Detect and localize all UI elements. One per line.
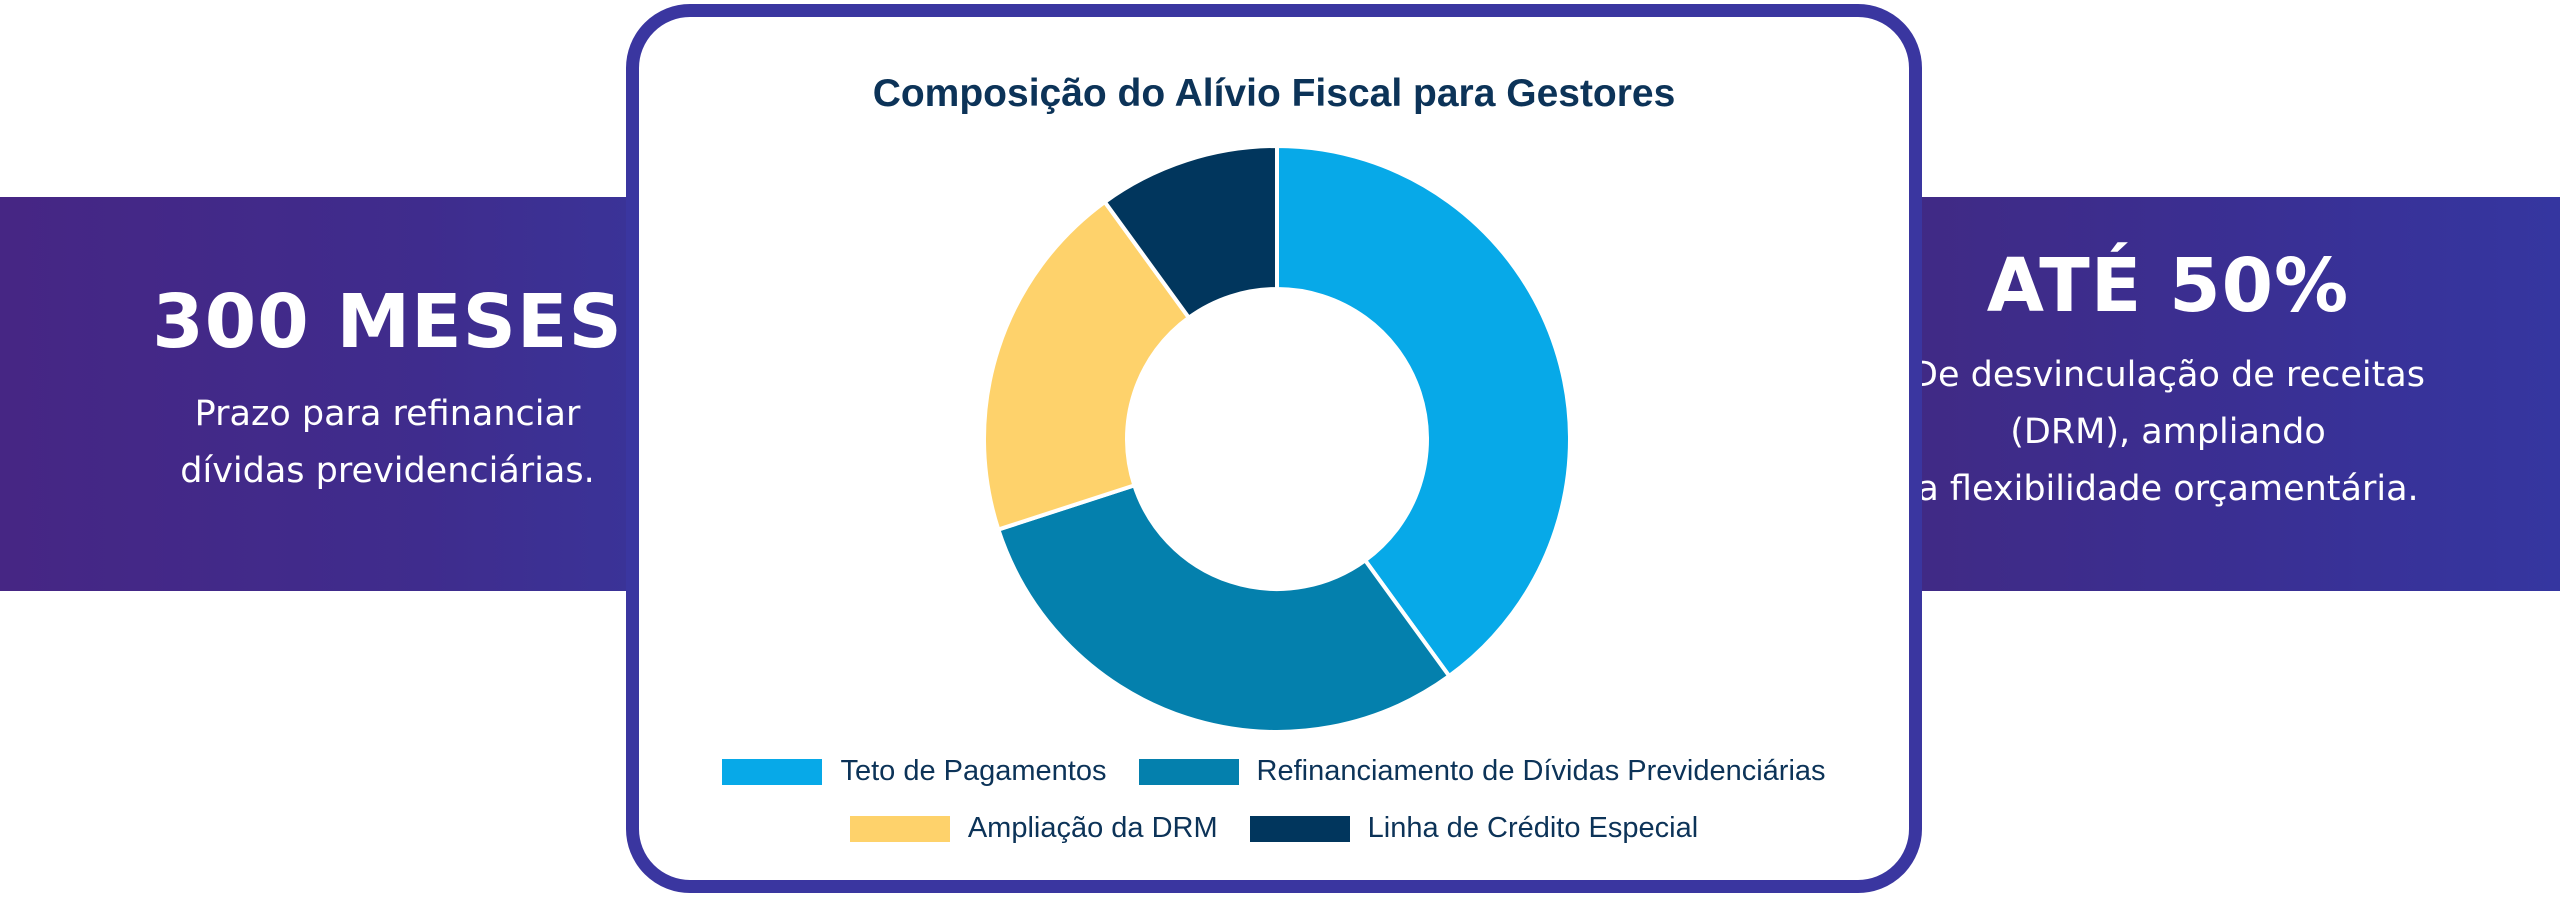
- legend-item-credito: Linha de Crédito Especial: [1249, 812, 1699, 845]
- legend-item-teto: Teto de Pagamentos: [722, 755, 1107, 788]
- legend-swatch-credito: [1249, 815, 1350, 842]
- right-headline: ATÉ 50%: [1986, 242, 2350, 329]
- left-description-line-2: dívidas previdenciárias.: [180, 450, 595, 491]
- donut-slice-drm: [982, 199, 1192, 533]
- legend-label-teto: Teto de Pagamentos: [840, 755, 1107, 787]
- donut-slice-teto: [1275, 143, 1572, 679]
- legend-label-credito: Linha de Crédito Especial: [1367, 812, 1699, 844]
- legend-label-refinanciamento: Refinanciamento de Dívidas Previdenciári…: [1256, 755, 1826, 787]
- left-headline: 300 MESES: [152, 279, 623, 366]
- right-description-line-2: (DRM), ampliando: [2010, 412, 2326, 453]
- left-description-line-1: Prazo para refinanciar: [194, 393, 581, 434]
- legend-row-2: Ampliação da DRM Linha de Crédito Especi…: [639, 812, 1909, 845]
- legend-label-drm: Ampliação da DRM: [967, 812, 1218, 844]
- right-description-line-1: De desvinculação de receitas: [1911, 355, 2425, 396]
- right-description-line-3: a flexibilidade orçamentária.: [1917, 469, 2419, 510]
- legend-swatch-teto: [722, 758, 823, 785]
- donut-slice-credito: [1101, 143, 1279, 321]
- legend-item-drm: Ampliação da DRM: [849, 812, 1218, 845]
- chart-card: Composição do Alívio Fiscal para Gestore…: [626, 4, 1922, 893]
- legend-item-refinanciamento: Refinanciamento de Dívidas Previdenciári…: [1138, 755, 1826, 788]
- legend-row-1: Teto de Pagamentos Refinanciamento de Dí…: [639, 755, 1909, 788]
- donut-slice-refinanciamento: [995, 482, 1453, 734]
- donut-chart: [982, 143, 1572, 734]
- legend-swatch-refinanciamento: [1138, 758, 1239, 785]
- legend-swatch-drm: [849, 815, 950, 842]
- chart-title: Composição do Alívio Fiscal para Gestore…: [872, 72, 1676, 115]
